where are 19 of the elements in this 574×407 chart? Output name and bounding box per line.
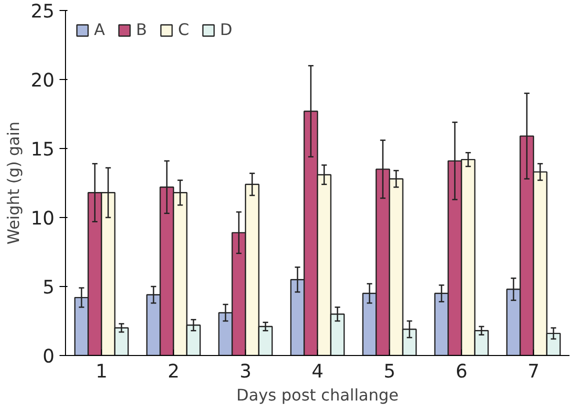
y-tick-label: 15 [30,140,55,160]
y-tick-label: 20 [30,70,55,92]
x-tick-label: 6 [456,362,468,382]
y-tick-label: 5 [42,278,55,298]
x-tick-label: 5 [384,362,396,382]
x-axis-title: Days post challange [236,386,399,404]
y-axis-title: Weight (g) gain [4,121,23,245]
x-tick-label: 7 [528,362,540,382]
y-tick-label: 0 [42,346,55,368]
legend-label: C [178,20,190,39]
y-tick-label: 25 [30,2,55,22]
x-tick-label: 1 [96,362,108,382]
legend-label: D [220,20,234,39]
x-tick-label: 3 [240,362,252,382]
legend-label: B [136,20,148,39]
y-tick-label: 10 [30,208,55,230]
x-tick-label: 2 [168,362,180,382]
x-tick-label: 4 [312,362,324,382]
legend-label: A [94,20,106,39]
